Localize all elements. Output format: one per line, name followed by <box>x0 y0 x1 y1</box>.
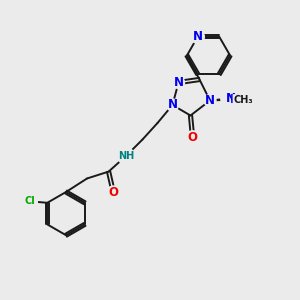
Text: N: N <box>225 92 236 105</box>
Circle shape <box>22 194 38 209</box>
Circle shape <box>221 89 240 108</box>
Text: N: N <box>173 76 184 89</box>
Circle shape <box>118 148 134 164</box>
Circle shape <box>191 30 204 44</box>
Circle shape <box>107 186 120 199</box>
Text: N: N <box>167 98 178 112</box>
Circle shape <box>204 94 216 106</box>
Text: N: N <box>205 94 215 107</box>
Circle shape <box>186 131 199 144</box>
Text: N: N <box>193 30 203 43</box>
Text: Cl: Cl <box>25 196 35 206</box>
Text: O: O <box>108 186 118 199</box>
Text: N: N <box>230 93 239 106</box>
Text: CH₃: CH₃ <box>233 94 253 105</box>
Circle shape <box>172 76 184 88</box>
Circle shape <box>167 99 178 111</box>
Text: NH: NH <box>118 151 134 161</box>
Text: O: O <box>188 131 198 144</box>
